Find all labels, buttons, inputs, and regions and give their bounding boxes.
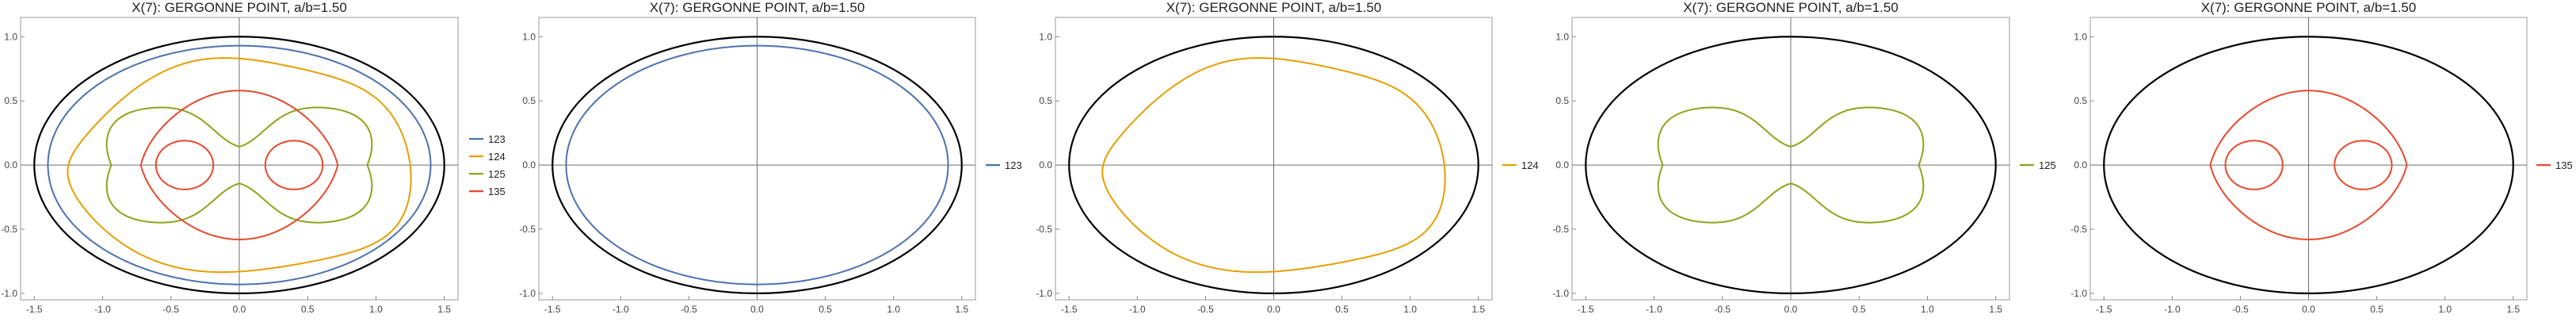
x-tick-label: 0.0 bbox=[1784, 304, 1798, 315]
chart-panel-1: X(7): GERGONNE POINT, a/b=1.50 -1.5 -1.0 -0… bbox=[1, 0, 505, 315]
chart-panel-2: X(7): GERGONNE POINT, a/b=1.50 -1.5 -1.0 -0… bbox=[519, 0, 1021, 315]
chart-panel-5: X(7): GERGONNE POINT, a/b=1.50 -1.5 -1.0 -0… bbox=[2070, 0, 2572, 315]
series-curve-125 bbox=[1657, 106, 1925, 224]
legend-label-135: 135 bbox=[2555, 159, 2573, 171]
y-tick-label: 1.0 bbox=[522, 31, 536, 42]
boundary-ellipse bbox=[1068, 36, 1479, 295]
x-tick-label: 1.5 bbox=[1471, 304, 1485, 315]
y-tick-label: -1.0 bbox=[1, 288, 17, 299]
x-tick-label: 0.0 bbox=[2302, 304, 2315, 315]
x-tick-label: 1.0 bbox=[887, 304, 900, 315]
x-tick-label: -1.0 bbox=[1129, 304, 1146, 315]
y-tick-label: 0.0 bbox=[1555, 159, 1569, 171]
x-tick-label: 0.5 bbox=[819, 304, 832, 315]
series-curve-123 bbox=[47, 44, 432, 286]
x-tick-label: 1.0 bbox=[1921, 304, 1934, 315]
legend-label-125: 125 bbox=[2039, 159, 2056, 171]
y-tick-label: 1.0 bbox=[1039, 31, 1052, 42]
boundary-ellipse bbox=[551, 36, 963, 295]
x-tick-label: 1.5 bbox=[437, 304, 451, 315]
y-tick-label: -0.5 bbox=[519, 224, 536, 235]
y-tick-label: -0.5 bbox=[2070, 224, 2087, 235]
x-tick-label: 0.0 bbox=[233, 304, 246, 315]
y-tick-label: -0.5 bbox=[1552, 224, 1569, 235]
x-tick-label: 1.5 bbox=[2506, 304, 2520, 315]
y-tick-label: 0.0 bbox=[2074, 159, 2087, 171]
chart-title: X(7): GERGONNE POINT, a/b=1.50 bbox=[1166, 0, 1382, 15]
chart-panel-3: X(7): GERGONNE POINT, a/b=1.50 -1.5 -1.0 -0… bbox=[1036, 0, 1538, 315]
y-tick-label: 0.0 bbox=[522, 159, 536, 171]
x-tick-label: -0.5 bbox=[681, 304, 697, 315]
y-tick-label: 0.0 bbox=[1039, 159, 1052, 171]
boundary-ellipse bbox=[1585, 36, 1997, 295]
chart-title: X(7): GERGONNE POINT, a/b=1.50 bbox=[650, 0, 865, 15]
legend-label-125: 125 bbox=[488, 168, 506, 180]
series-curve-123 bbox=[565, 44, 949, 286]
legend-label-135: 135 bbox=[488, 186, 506, 197]
x-tick-label: 1.0 bbox=[2438, 304, 2452, 315]
y-tick-label: -0.5 bbox=[1036, 224, 1052, 235]
y-tick-label: -1.0 bbox=[1552, 288, 1569, 299]
x-tick-label: -0.5 bbox=[2232, 304, 2249, 315]
x-tick-label: 0.5 bbox=[301, 304, 315, 315]
chart-panel-4: X(7): GERGONNE POINT, a/b=1.50 -1.5 -1.0 -0… bbox=[1552, 0, 2055, 315]
y-tick-label: 0.0 bbox=[4, 159, 17, 171]
chart-title: X(7): GERGONNE POINT, a/b=1.50 bbox=[132, 0, 347, 15]
x-tick-label: 1.5 bbox=[955, 304, 968, 315]
x-tick-label: -1.0 bbox=[2164, 304, 2181, 315]
legend-label-124: 124 bbox=[488, 151, 506, 163]
x-tick-label: -0.5 bbox=[1197, 304, 1214, 315]
x-tick-label: 0.5 bbox=[2370, 304, 2383, 315]
chart-title: X(7): GERGONNE POINT, a/b=1.50 bbox=[2201, 0, 2417, 15]
y-tick-label: 0.5 bbox=[2074, 95, 2087, 106]
legend-label-123: 123 bbox=[1005, 159, 1022, 171]
series-curve-125 bbox=[105, 106, 373, 224]
x-tick-label: -0.5 bbox=[162, 304, 179, 315]
chart-title: X(7): GERGONNE POINT, a/b=1.50 bbox=[1683, 0, 1899, 15]
x-tick-label: -1.0 bbox=[94, 304, 111, 315]
x-tick-label: -1.5 bbox=[1061, 304, 1078, 315]
y-tick-label: 0.5 bbox=[4, 95, 17, 106]
series-curve-135 bbox=[139, 90, 339, 240]
y-tick-label: -0.5 bbox=[1, 224, 17, 235]
x-tick-label: -1.5 bbox=[2096, 304, 2112, 315]
y-tick-label: -1.0 bbox=[519, 288, 536, 299]
legend-label-123: 123 bbox=[488, 133, 506, 145]
x-tick-label: 1.0 bbox=[369, 304, 383, 315]
x-tick-label: 0.0 bbox=[1267, 304, 1280, 315]
y-tick-label: 1.0 bbox=[2074, 31, 2087, 42]
y-tick-label: 0.5 bbox=[1039, 95, 1052, 106]
boundary-ellipse bbox=[2103, 36, 2514, 295]
legend-label-124: 124 bbox=[1521, 159, 1539, 171]
y-tick-label: 0.5 bbox=[1555, 95, 1569, 106]
x-tick-label: -1.0 bbox=[1646, 304, 1662, 315]
series-curve-124 bbox=[1101, 57, 1446, 274]
y-tick-label: 1.0 bbox=[4, 31, 17, 42]
series-curve-124 bbox=[67, 57, 412, 274]
y-tick-label: -1.0 bbox=[1036, 288, 1052, 299]
y-tick-label: -1.0 bbox=[2070, 288, 2087, 299]
x-tick-label: 0.5 bbox=[1335, 304, 1349, 315]
series-curve-135 bbox=[2209, 90, 2408, 240]
x-tick-label: 1.0 bbox=[1403, 304, 1417, 315]
x-tick-label: -0.5 bbox=[1714, 304, 1731, 315]
x-tick-label: -1.5 bbox=[1578, 304, 1594, 315]
x-tick-label: -1.0 bbox=[613, 304, 629, 315]
boundary-ellipse bbox=[33, 36, 445, 295]
x-tick-label: 0.0 bbox=[750, 304, 764, 315]
x-tick-label: 1.5 bbox=[1989, 304, 2002, 315]
x-tick-label: -1.5 bbox=[544, 304, 561, 315]
x-tick-label: 0.5 bbox=[1853, 304, 1866, 315]
x-tick-label: -1.5 bbox=[26, 304, 43, 315]
y-tick-label: 1.0 bbox=[1555, 31, 1569, 42]
y-tick-label: 0.5 bbox=[522, 95, 536, 106]
